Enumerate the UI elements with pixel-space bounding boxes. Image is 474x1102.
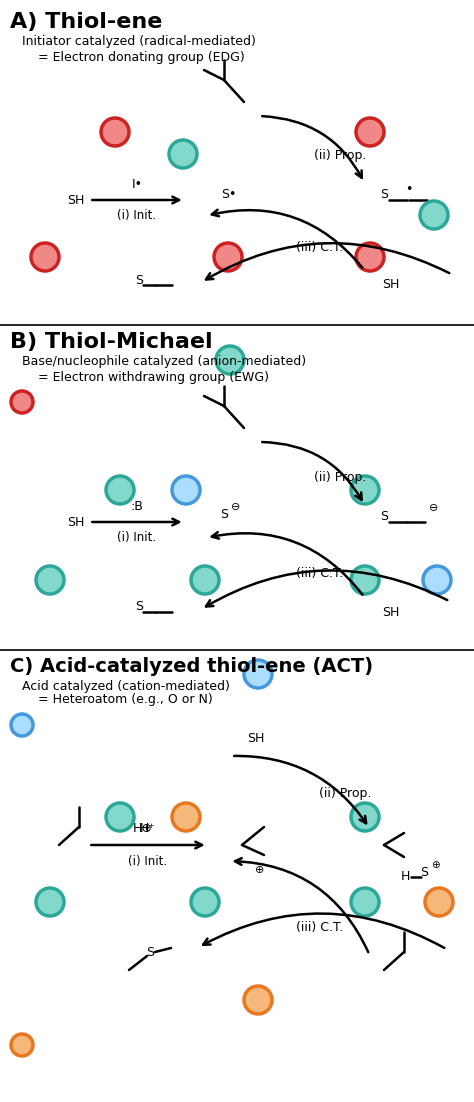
Text: (iii) C.T.: (iii) C.T. [296, 921, 344, 934]
Text: S: S [135, 601, 143, 614]
Circle shape [11, 714, 33, 736]
Text: B) Thiol-Michael: B) Thiol-Michael [10, 332, 213, 352]
Circle shape [11, 1034, 33, 1056]
Circle shape [172, 803, 200, 831]
Circle shape [351, 476, 379, 504]
Text: = Electron withdrawing group (EWG): = Electron withdrawing group (EWG) [38, 370, 269, 383]
Text: (ii) Prop.: (ii) Prop. [314, 472, 366, 485]
Circle shape [106, 803, 134, 831]
Text: SH: SH [382, 605, 400, 618]
Text: H⊕: H⊕ [133, 822, 153, 835]
Circle shape [36, 566, 64, 594]
Text: = Electron donating group (EDG): = Electron donating group (EDG) [38, 51, 245, 64]
FancyArrowPatch shape [212, 532, 363, 595]
Text: ⊖: ⊖ [429, 503, 438, 514]
Text: H⁺: H⁺ [140, 822, 156, 835]
Text: (iii) C.T.: (iii) C.T. [296, 566, 344, 580]
Text: SH: SH [247, 733, 264, 745]
Circle shape [420, 201, 448, 229]
Circle shape [36, 888, 64, 916]
Text: (i) Init.: (i) Init. [128, 854, 168, 867]
Text: I•: I• [131, 177, 143, 191]
Text: ⊕: ⊕ [255, 865, 264, 875]
FancyArrowPatch shape [262, 116, 362, 177]
Text: S: S [220, 508, 228, 521]
Text: S: S [146, 946, 154, 959]
Circle shape [169, 140, 197, 168]
Circle shape [423, 566, 451, 594]
Text: ⊖: ⊖ [231, 503, 240, 512]
Text: (i) Init.: (i) Init. [118, 531, 156, 544]
Circle shape [244, 986, 272, 1014]
Text: •: • [405, 184, 412, 196]
FancyArrowPatch shape [234, 756, 366, 823]
Text: :B: :B [130, 499, 144, 512]
Text: Base/nucleophile catalyzed (anion-mediated): Base/nucleophile catalyzed (anion-mediat… [22, 355, 306, 368]
FancyArrowPatch shape [203, 914, 444, 948]
Text: Initiator catalyzed (radical-mediated): Initiator catalyzed (radical-mediated) [22, 35, 256, 48]
Circle shape [191, 566, 219, 594]
FancyArrowPatch shape [206, 571, 447, 606]
Text: ⊕: ⊕ [431, 860, 440, 869]
Circle shape [244, 660, 272, 688]
Text: = Heteroatom (e.g., O or N): = Heteroatom (e.g., O or N) [38, 693, 213, 706]
Circle shape [216, 346, 244, 374]
Text: C) Acid-catalyzed thiol-ene (ACT): C) Acid-catalyzed thiol-ene (ACT) [10, 657, 373, 676]
Text: S: S [380, 187, 388, 201]
Text: S: S [380, 509, 388, 522]
Text: S: S [135, 273, 143, 287]
Text: (ii) Prop.: (ii) Prop. [319, 787, 371, 799]
Circle shape [101, 118, 129, 145]
Circle shape [106, 476, 134, 504]
FancyArrowPatch shape [235, 858, 368, 952]
Circle shape [172, 476, 200, 504]
Text: H: H [401, 871, 410, 884]
FancyArrowPatch shape [206, 244, 449, 280]
Text: S: S [420, 866, 428, 879]
Text: (iii) C.T.: (iii) C.T. [296, 241, 344, 255]
Text: A) Thiol-ene: A) Thiol-ene [10, 12, 163, 32]
Text: SH: SH [67, 194, 84, 206]
Text: Acid catalyzed (cation-mediated): Acid catalyzed (cation-mediated) [22, 680, 230, 693]
Text: (i) Init.: (i) Init. [118, 209, 156, 223]
Text: S•: S• [221, 188, 237, 202]
Circle shape [214, 244, 242, 271]
FancyArrowPatch shape [262, 442, 362, 500]
Text: SH: SH [67, 516, 84, 529]
Circle shape [356, 118, 384, 145]
Circle shape [351, 566, 379, 594]
Circle shape [356, 244, 384, 271]
Circle shape [351, 888, 379, 916]
Circle shape [425, 888, 453, 916]
Circle shape [351, 803, 379, 831]
Circle shape [191, 888, 219, 916]
Text: (ii) Prop.: (ii) Prop. [314, 149, 366, 162]
Circle shape [31, 244, 59, 271]
Text: SH: SH [382, 279, 400, 292]
FancyArrowPatch shape [212, 209, 363, 268]
Circle shape [11, 391, 33, 413]
